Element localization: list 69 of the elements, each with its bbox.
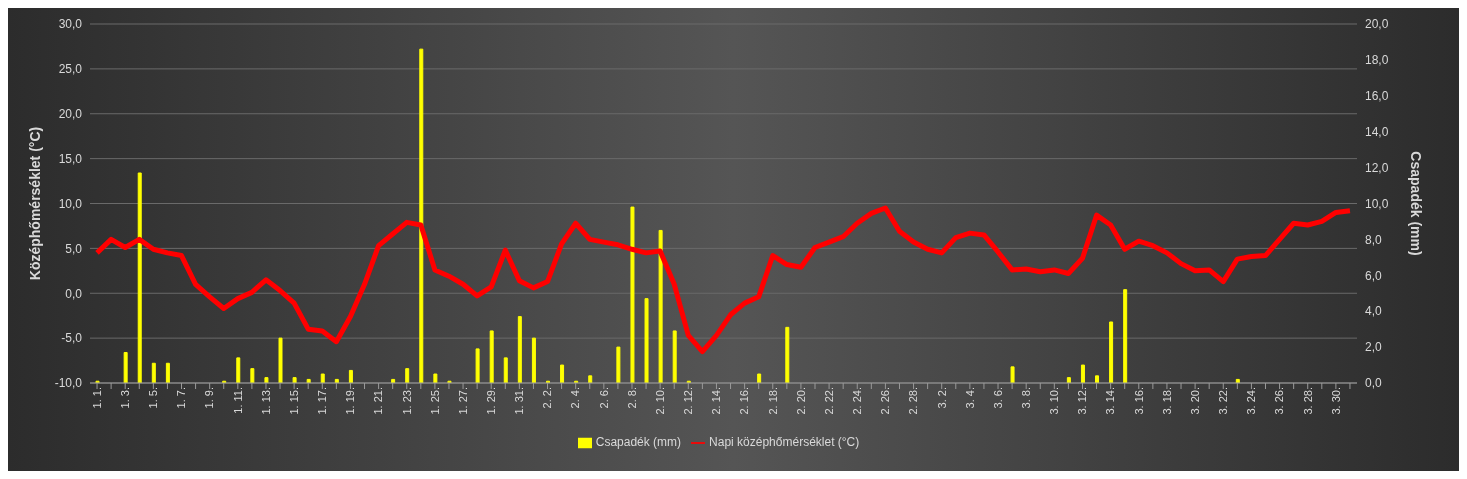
- x-tick-label: 3. 22.: [1217, 387, 1230, 415]
- x-tick-label: 3. 2.: [935, 387, 948, 409]
- y-tick-label: -5,0: [61, 331, 83, 346]
- x-tick-label: 1. 25.: [428, 387, 441, 415]
- y2-tick-label: 10,0: [1365, 196, 1389, 211]
- y2-tick-label: 18,0: [1365, 53, 1389, 68]
- x-tick-label: 3. 18.: [1160, 387, 1173, 415]
- x-tick-label: 2. 26.: [879, 387, 892, 415]
- x-tick-label: 1. 7.: [175, 387, 188, 409]
- y-tick-label: 15,0: [58, 151, 83, 166]
- x-tick-label: 2. 20.: [794, 387, 807, 415]
- x-tick-label: 2. 12.: [682, 387, 695, 415]
- x-tick-label: 1. 27.: [456, 387, 469, 415]
- x-tick-label: 2. 28.: [907, 387, 920, 415]
- x-tick-label: 2. 4.: [569, 387, 582, 409]
- x-tick-label: 3. 8.: [1019, 387, 1032, 409]
- x-tick-label: 1. 19.: [344, 387, 357, 415]
- y2-tick-label: 2,0: [1365, 340, 1383, 355]
- x-tick-label: 2. 10.: [653, 387, 666, 415]
- x-tick-label: 2. 18.: [766, 387, 779, 415]
- x-tick-label: 3. 24.: [1245, 387, 1258, 415]
- x-tick-label: 1. 3.: [119, 387, 131, 409]
- y2-tick-label: 12,0: [1365, 160, 1389, 175]
- x-tick-label: 1. 21.: [372, 387, 385, 415]
- x-tick-label: 3. 30.: [1329, 387, 1342, 415]
- x-tick-label: 2. 6.: [597, 387, 610, 409]
- y2-axis-title: Csapadék (mm): [1408, 151, 1425, 256]
- y-tick-label: 5,0: [65, 241, 83, 256]
- x-tick-label: 3. 28.: [1301, 387, 1314, 415]
- x-tick-label: 3. 14.: [1104, 387, 1117, 415]
- y-tick-label: 30,0: [58, 17, 83, 32]
- x-tick-label: 3. 26.: [1273, 387, 1286, 415]
- x-tick-label: 1. 23.: [400, 387, 413, 415]
- x-tick-label: 2. 8.: [625, 387, 638, 409]
- x-tick-label: 3. 10.: [1048, 387, 1061, 415]
- y-tick-label: -10,0: [54, 376, 83, 391]
- x-tick-label: 3. 16.: [1132, 387, 1145, 415]
- x-tick-label: 2. 14.: [710, 387, 723, 415]
- y-tick-label: 25,0: [58, 62, 83, 77]
- x-tick-label: 2. 16.: [738, 387, 751, 415]
- x-tick-label: 1. 29.: [485, 387, 498, 415]
- x-tick-label: 1. 15.: [287, 387, 300, 415]
- x-tick-label: 3. 12.: [1076, 387, 1089, 415]
- y-axis-title: Középhőmérséklet (°C): [26, 126, 43, 281]
- x-tick-label: 1. 17.: [316, 387, 329, 415]
- x-tick-label: 2. 24.: [851, 387, 864, 415]
- y2-tick-label: 20,0: [1365, 17, 1389, 32]
- y-tick-label: 10,0: [58, 196, 83, 211]
- x-tick-label: 1. 13.: [259, 387, 272, 415]
- x-tick-label: 1. 9.: [203, 387, 216, 409]
- x-tick-label: 1. 5.: [147, 387, 160, 409]
- y-tick-label: 0,0: [65, 286, 83, 301]
- y2-tick-label: 16,0: [1365, 89, 1389, 104]
- x-tick-label: 2. 2.: [541, 387, 554, 409]
- x-tick-label: 3. 20.: [1188, 387, 1201, 415]
- legend-label: Csapadék (mm): [595, 435, 682, 449]
- x-tick-label: 3. 4.: [963, 387, 976, 409]
- y2-tick-label: 6,0: [1365, 268, 1383, 283]
- y2-tick-label: 4,0: [1365, 304, 1383, 319]
- x-tick-label: 1. 1.: [90, 387, 103, 409]
- y-tick-label: 20,0: [58, 107, 83, 122]
- x-tick-label: 3. 6.: [991, 387, 1004, 409]
- x-tick-label: 2. 22.: [822, 387, 835, 415]
- x-tick-label: 1. 11.: [231, 387, 244, 414]
- y2-tick-label: 8,0: [1365, 232, 1383, 247]
- y2-tick-label: 14,0: [1365, 124, 1389, 139]
- x-tick-label: 1. 31.: [513, 387, 526, 415]
- y2-tick-label: 0,0: [1365, 376, 1383, 391]
- legend-label: Napi középhőmérséklet (°C): [709, 435, 860, 449]
